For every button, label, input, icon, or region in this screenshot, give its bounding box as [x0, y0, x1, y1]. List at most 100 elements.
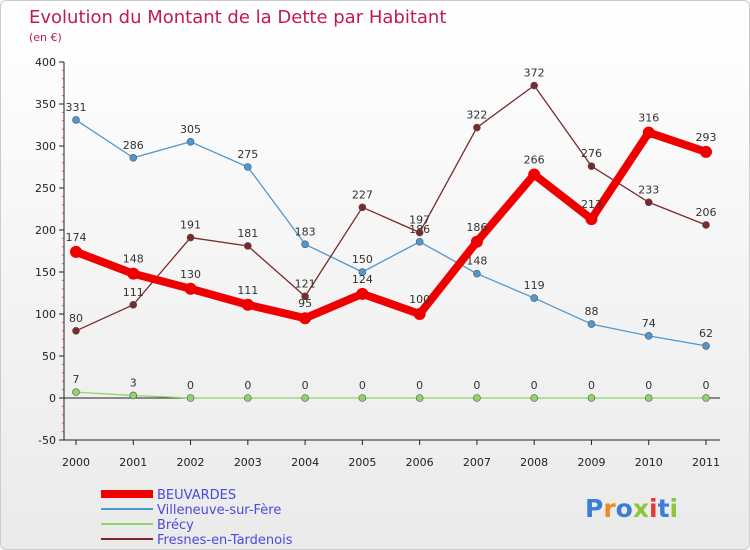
data-point: [642, 126, 655, 139]
data-label: 372: [524, 67, 545, 80]
y-tick-label: 200: [35, 224, 56, 237]
data-label: 80: [69, 312, 83, 325]
data-point: [301, 394, 309, 402]
series-2: 7 3 0 0 0 0 0 0 0 0 0 0: [72, 373, 710, 402]
logo-letter: P: [585, 494, 603, 523]
data-label: 197: [409, 214, 430, 227]
logo-letter: i: [670, 494, 679, 523]
legend: BEUVARDESVilleneuve-sur-FèreBrécyFresnes…: [101, 488, 293, 548]
data-point: [702, 221, 710, 229]
data-label: 183: [295, 225, 316, 238]
data-label: 275: [237, 148, 258, 161]
data-point: [473, 269, 481, 278]
data-label: 0: [473, 379, 480, 392]
data-label: 0: [187, 379, 194, 392]
data-label: 148: [466, 255, 487, 268]
data-point: [72, 326, 80, 335]
data-point: [473, 394, 481, 402]
data-point: [530, 81, 538, 90]
data-label: 7: [73, 373, 80, 386]
data-label: 150: [352, 253, 373, 266]
data-label: 191: [180, 219, 201, 232]
data-point: [585, 213, 598, 226]
data-label: 0: [588, 379, 595, 392]
data-point: [587, 320, 596, 328]
data-label: 322: [466, 109, 487, 122]
y-tick-label: 50: [42, 350, 56, 363]
data-point: [413, 308, 426, 320]
x-tick-label: 2006: [406, 456, 434, 469]
y-tick-label: 250: [35, 182, 56, 195]
data-label: 206: [696, 206, 717, 219]
y-tick-label: 100: [35, 308, 56, 321]
data-point: [129, 300, 138, 309]
data-label: 286: [123, 139, 144, 152]
data-point: [415, 394, 424, 402]
x-tick-label: 2010: [635, 456, 663, 469]
data-point: [127, 267, 140, 280]
series-line: [74, 128, 708, 323]
data-label: 95: [298, 297, 312, 310]
x-tick-label: 2001: [119, 456, 147, 469]
logo-letter: r: [603, 494, 616, 523]
data-point: [644, 394, 653, 402]
data-point: [299, 312, 312, 325]
legend-label: Brécy: [157, 518, 194, 533]
data-label: 3: [130, 376, 137, 389]
chart-title: Evolution du Montant de la Dette par Hab…: [29, 7, 446, 28]
data-label: 213: [581, 198, 602, 211]
legend-label: Villeneuve-sur-Fère: [157, 503, 281, 518]
data-label: 121: [295, 277, 316, 290]
data-label: 0: [302, 379, 309, 392]
data-label: 0: [531, 379, 538, 392]
data-point: [129, 153, 138, 162]
data-point: [186, 233, 195, 242]
data-point: [186, 138, 195, 146]
data-point: [530, 394, 538, 402]
series-3: 80 111 191 181 121 227 197 322 372 276 233 206: [69, 67, 717, 335]
data-label: 119: [524, 279, 545, 292]
data-point: [72, 116, 80, 124]
data-label: 74: [642, 317, 656, 330]
data-point: [415, 228, 424, 237]
data-point: [301, 292, 309, 301]
data-point: [587, 394, 596, 402]
data-point: [702, 394, 710, 402]
series-0: 174 148 130 111 95 124 100 186 266 213 316 293: [66, 112, 717, 325]
data-label: 0: [359, 379, 366, 392]
x-tick-label: 2000: [62, 456, 90, 469]
x-tick-label: 2005: [348, 456, 376, 469]
data-point: [644, 332, 653, 340]
logo-letter: t: [658, 494, 670, 523]
series-line: [75, 84, 707, 332]
data-point: [702, 342, 710, 350]
data-label: 0: [645, 379, 652, 392]
chart-subtitle: (en €): [29, 31, 62, 44]
x-tick-label: 2009: [577, 456, 605, 469]
data-point: [184, 282, 197, 295]
data-point: [470, 235, 483, 248]
data-point: [186, 394, 195, 402]
series-line: [75, 119, 707, 347]
data-label: 227: [352, 188, 373, 201]
data-point: [70, 245, 82, 258]
data-point: [244, 394, 252, 402]
y-tick-label: 350: [35, 98, 56, 111]
data-point: [700, 145, 712, 158]
data-label: 305: [180, 123, 201, 136]
data-label: 111: [237, 284, 258, 297]
data-point: [358, 203, 367, 212]
proxiti-logo: Proxiti: [585, 494, 678, 523]
logo-text: Proxiti: [585, 494, 678, 523]
data-point: [587, 162, 596, 170]
x-tick-label: 2003: [234, 456, 262, 469]
data-label: 0: [244, 379, 251, 392]
data-point: [244, 242, 252, 250]
y-tick-label: 150: [35, 266, 56, 279]
data-label: 293: [696, 131, 717, 144]
data-label: 124: [352, 273, 373, 286]
data-point: [644, 198, 653, 207]
